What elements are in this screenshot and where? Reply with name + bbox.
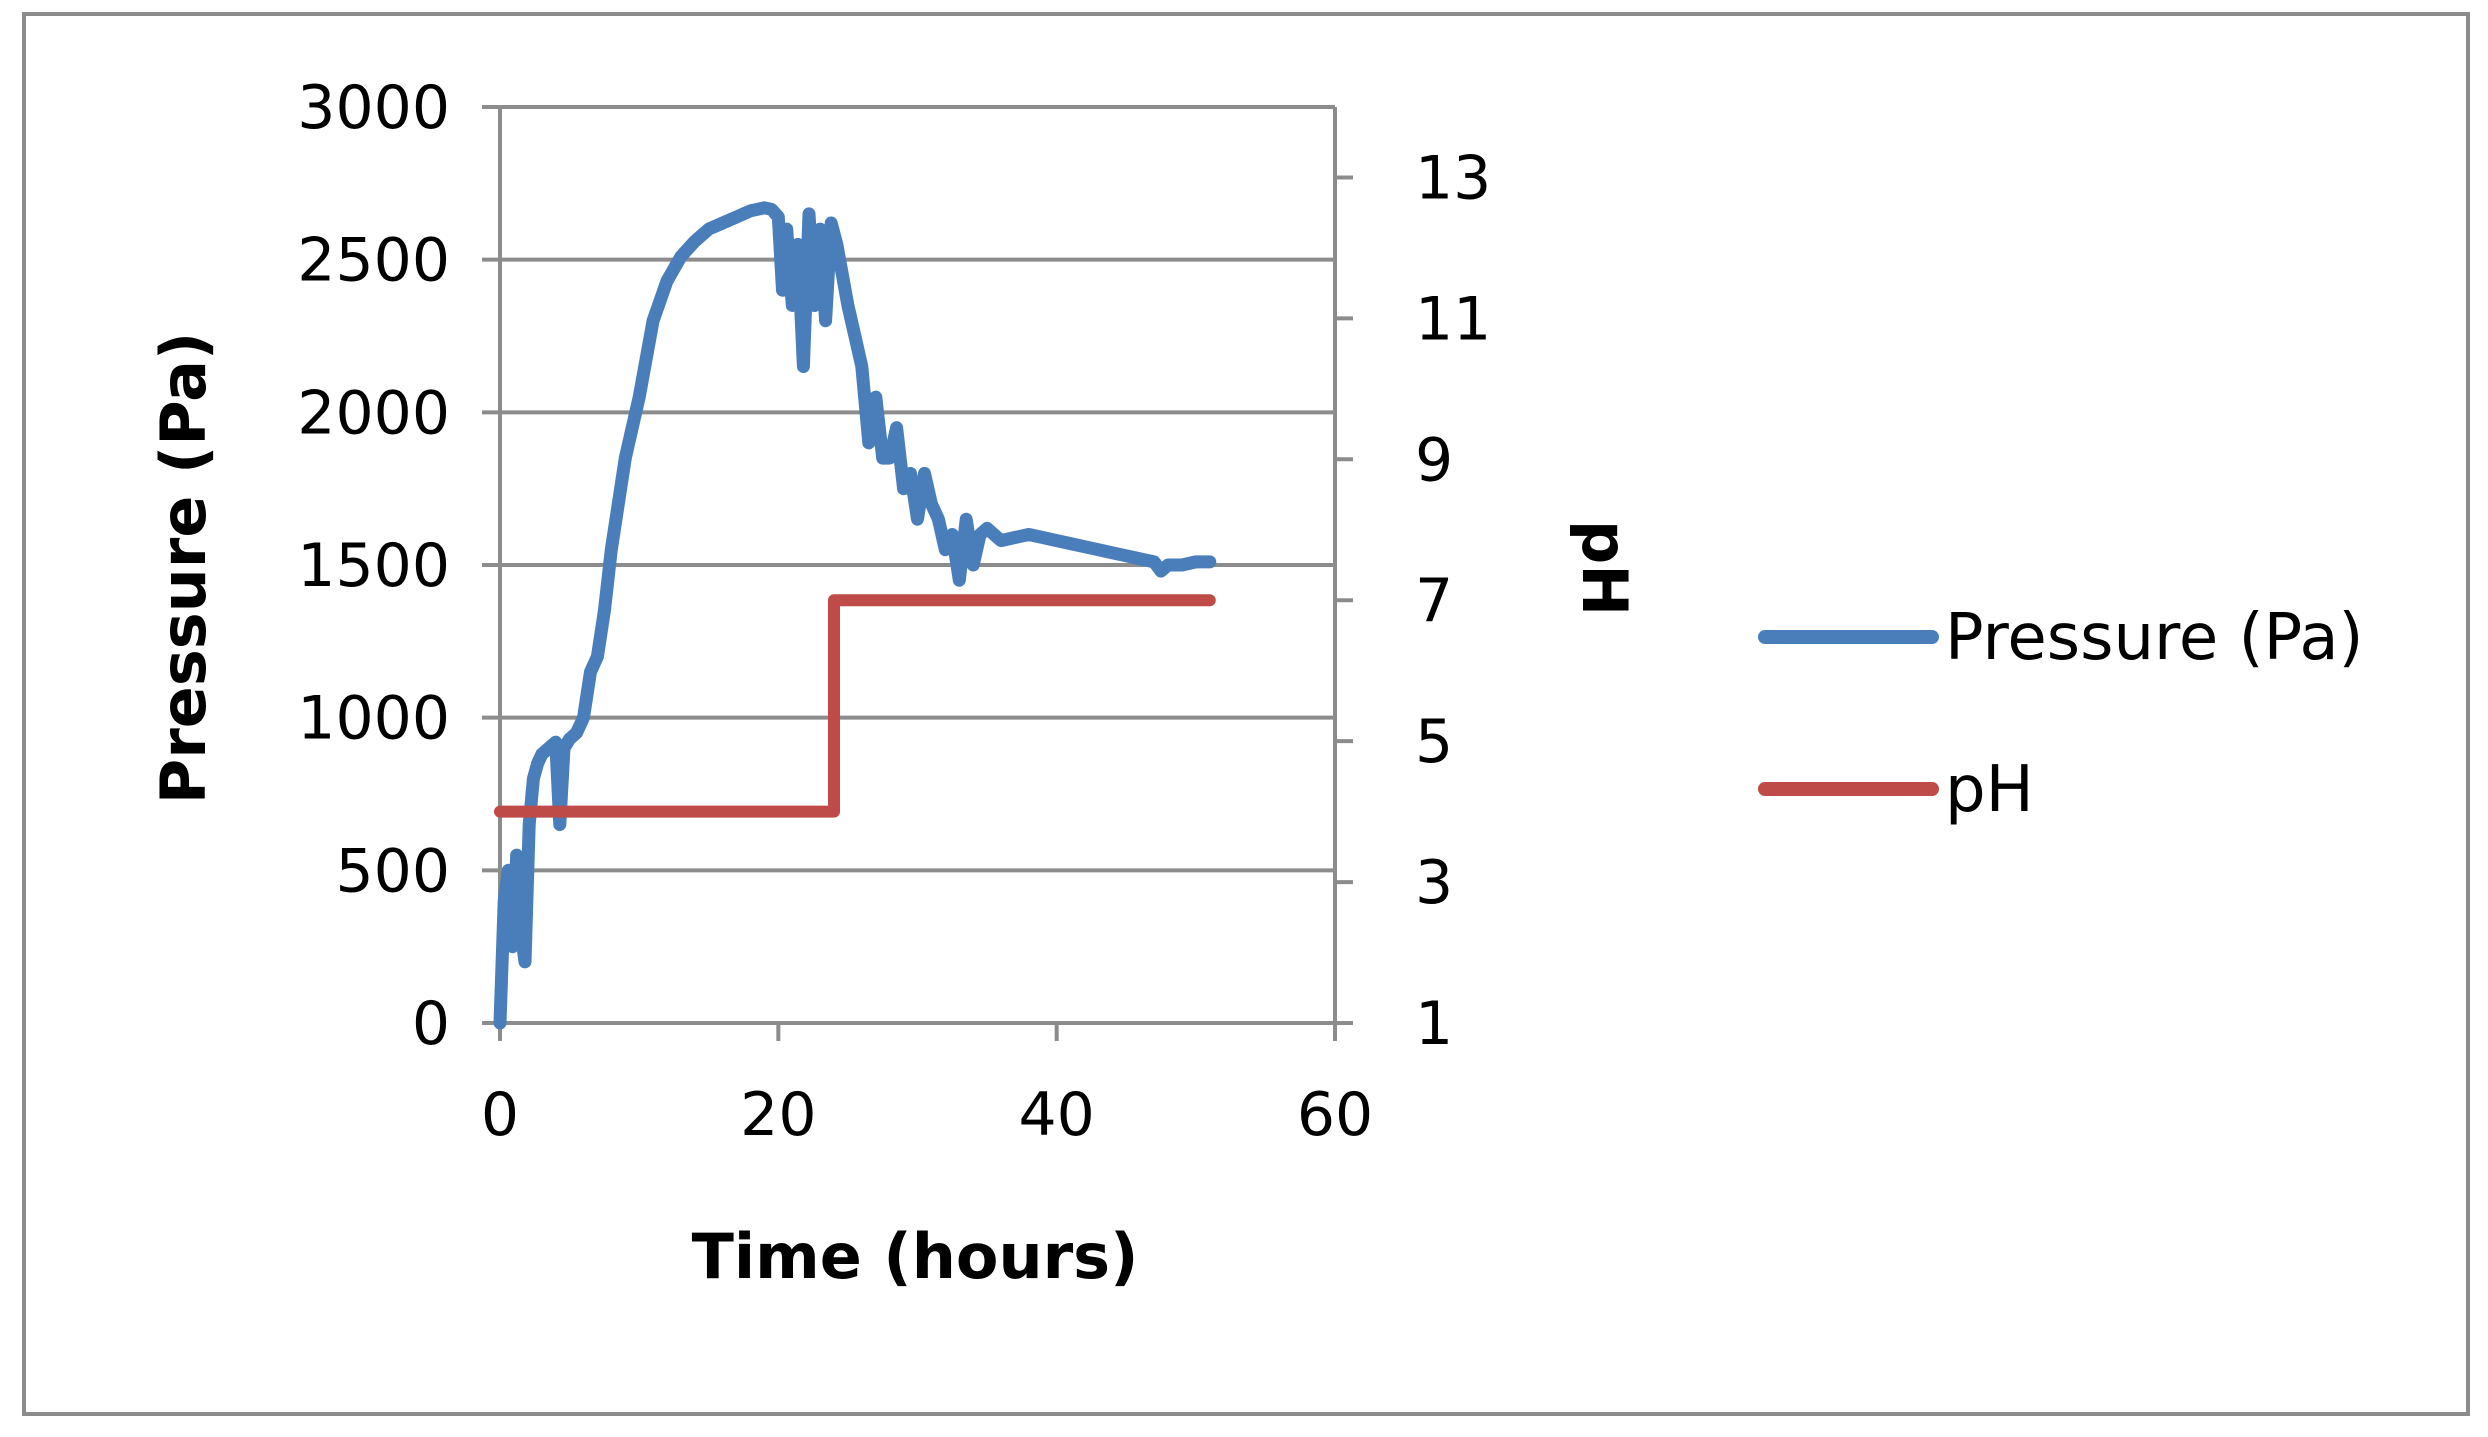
x-tick-label-0: 0 [481,1080,519,1150]
legend: Pressure (Pa) pH [1758,601,2364,827]
y2-tick-label-2: 5 [1415,707,1453,777]
legend-label-pressure-pa: Pressure (Pa) [1945,601,2364,675]
y-tick-label-3: 1500 [297,531,450,601]
y2-tick-label-4: 9 [1415,425,1453,495]
y2-tick-label-0: 1 [1415,989,1453,1059]
x-tick-label-2: 40 [1018,1080,1094,1150]
y-tick-label-0: 0 [412,989,450,1059]
y2-tick-label-6: 13 [1415,143,1491,213]
x-tick-label-1: 20 [740,1080,816,1150]
y2-tick-label-1: 3 [1415,848,1453,918]
y-tick-label-1: 500 [335,836,450,906]
y2-tick-label-5: 11 [1415,284,1491,354]
y-tick-label-5: 2500 [297,226,450,296]
series-line-ph [494,594,1216,818]
y2-axis-title: pH [1568,520,1641,616]
legend-label-ph: pH [1945,753,2034,827]
y2-tick-label-3: 7 [1415,566,1453,636]
chart-border [22,12,2470,1416]
y-tick-label-4: 2000 [297,378,450,448]
y-tick-label-6: 3000 [297,73,450,143]
series-layer [493,201,1217,1030]
y-tick-label-2: 1000 [297,684,450,754]
x-tick-label-3: 60 [1297,1080,1373,1150]
grid-layer [500,105,1335,873]
series-line-pressure-pa [493,201,1217,1030]
x-axis-title: Time (hours) [692,1220,1139,1293]
y-axis-title: Pressure (Pa) [147,332,220,805]
